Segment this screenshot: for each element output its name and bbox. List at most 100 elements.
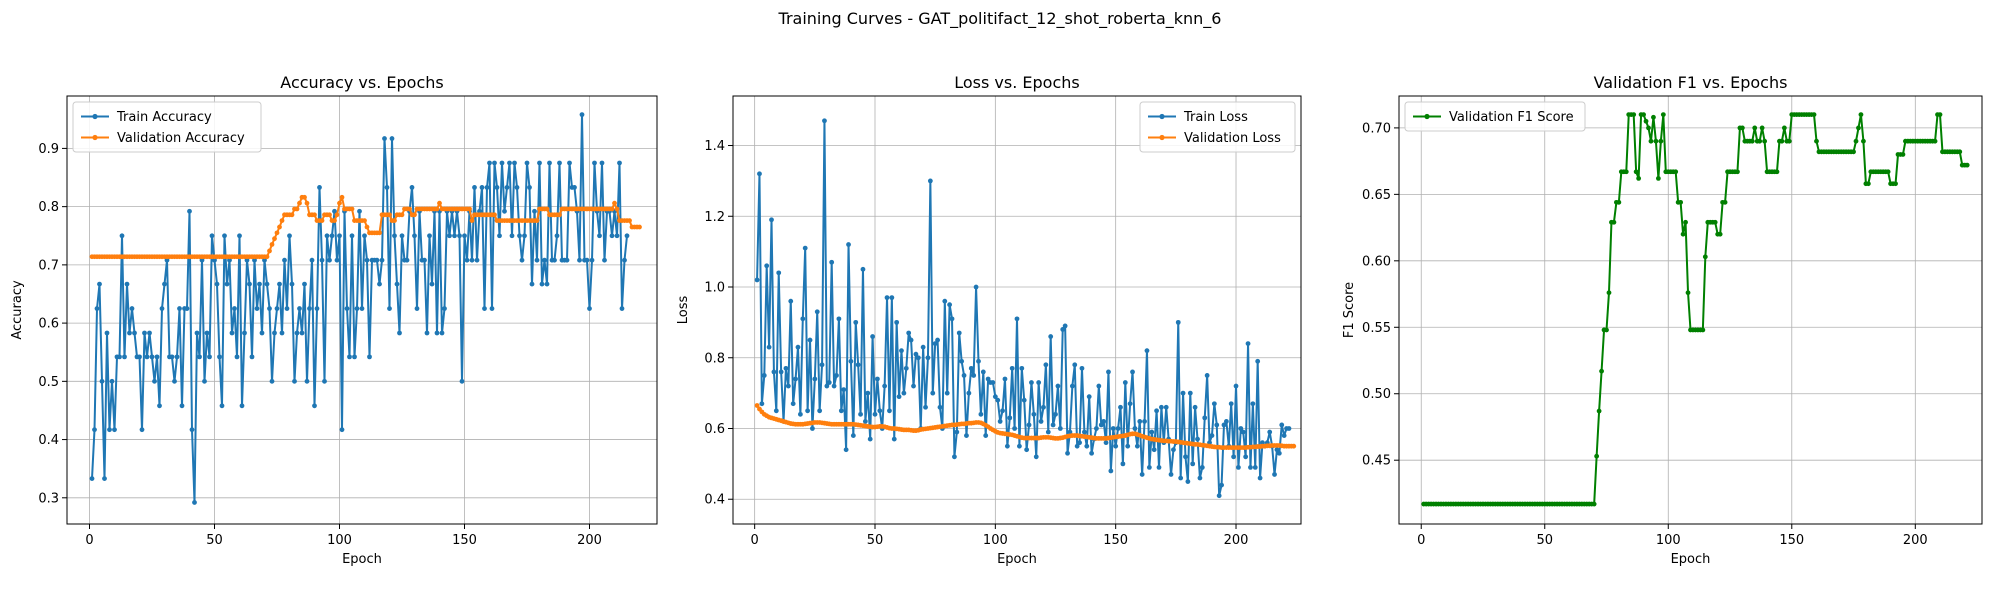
data-point — [1077, 440, 1082, 446]
data-point — [956, 330, 962, 336]
legend-label: Train Loss — [1183, 110, 1248, 125]
data-point — [1774, 169, 1780, 175]
data-point — [399, 212, 405, 218]
legend-item: Train Loss — [1148, 110, 1248, 125]
data-point — [524, 160, 530, 166]
data-point — [1228, 401, 1234, 407]
data-point — [279, 330, 285, 336]
data-point — [860, 266, 866, 272]
legend: Validation F1 Score — [1404, 101, 1586, 132]
data-point — [544, 206, 550, 212]
data-point — [1106, 369, 1111, 375]
data-point — [947, 302, 953, 308]
data-point — [457, 233, 462, 239]
x-tick-label: 50 — [206, 533, 223, 548]
data-point — [609, 206, 615, 212]
data-point — [920, 344, 926, 350]
data-point — [377, 281, 382, 287]
data-point — [1717, 231, 1723, 237]
y-tick-label: 0.4 — [38, 433, 59, 448]
data-point — [572, 185, 577, 190]
data-point — [394, 281, 400, 287]
data-point — [1209, 433, 1215, 438]
data-point — [1069, 383, 1075, 389]
axes-frame — [66, 95, 658, 525]
data-point — [1248, 465, 1253, 470]
data-point — [407, 206, 412, 212]
data-point — [1616, 199, 1622, 205]
data-point — [1168, 472, 1174, 477]
data-point — [1678, 199, 1684, 205]
data-point — [1101, 419, 1107, 424]
data-point — [1893, 181, 1898, 187]
data-point — [637, 224, 642, 230]
data-point — [1636, 176, 1642, 181]
data-point — [142, 330, 147, 336]
data-point — [764, 263, 770, 269]
data-point — [800, 316, 806, 322]
data-point — [1685, 290, 1691, 296]
data-point — [327, 257, 332, 263]
plot-area — [733, 96, 1301, 524]
data-point — [329, 233, 335, 239]
data-point — [997, 419, 1003, 424]
legend-label: Validation Accuracy — [117, 131, 245, 146]
data-point — [1048, 334, 1054, 339]
legend-marker — [92, 134, 98, 141]
data-point — [761, 373, 767, 378]
data-point — [1084, 443, 1090, 449]
data-point — [467, 206, 472, 212]
subplots: 0 50 100 150 200 0.3 0.4 0.5 0.6 0.7 0.8 0.9 Accurac… — [10, 73, 1983, 567]
data-point — [1139, 472, 1145, 477]
data-point — [294, 206, 300, 212]
data-point — [599, 160, 605, 166]
data-point — [484, 185, 490, 190]
data-point — [102, 476, 107, 481]
data-point — [424, 330, 430, 336]
data-point — [482, 306, 487, 311]
data-point — [1781, 125, 1787, 131]
data-point — [1633, 169, 1639, 175]
data-point — [935, 337, 940, 343]
data-point — [757, 171, 762, 177]
data-point — [1250, 401, 1256, 407]
data-point — [1060, 327, 1066, 332]
data-point — [1267, 429, 1273, 435]
data-point — [1221, 422, 1227, 428]
subplot-2: 0 50 100 150 200 0.4 0.6 0.8 1.0 1.2 1.4 Loss vs. E… — [676, 73, 1302, 567]
data-point — [1851, 149, 1856, 155]
data-point — [234, 354, 240, 360]
data-point — [529, 281, 535, 287]
data-point — [534, 257, 540, 263]
data-point — [614, 233, 620, 239]
data-point — [1739, 125, 1745, 131]
data-point — [242, 330, 247, 336]
data-point — [1050, 422, 1056, 428]
data-point — [1079, 365, 1085, 371]
data-point — [915, 355, 921, 361]
data-point — [1033, 454, 1039, 460]
data-point — [307, 306, 312, 311]
data-point — [227, 257, 232, 263]
data-point — [354, 306, 360, 311]
data-point — [927, 178, 933, 184]
data-point — [494, 185, 500, 190]
data-point — [359, 306, 365, 311]
data-point — [94, 306, 100, 311]
data-point — [349, 233, 355, 239]
data-point — [930, 390, 936, 396]
x-tick-label: 0 — [751, 533, 759, 548]
data-point — [412, 212, 417, 218]
data-point — [932, 341, 938, 346]
data-point — [472, 185, 477, 190]
data-point — [1604, 327, 1609, 333]
data-point — [1811, 112, 1817, 118]
data-point — [304, 200, 310, 206]
data-point — [164, 257, 170, 263]
data-point — [489, 306, 495, 311]
data-point — [324, 233, 330, 239]
y-axis-label: Accuracy — [10, 280, 25, 340]
y-tick-label: 0.4 — [704, 493, 725, 508]
y-tick-label: 0.50 — [1362, 387, 1391, 402]
